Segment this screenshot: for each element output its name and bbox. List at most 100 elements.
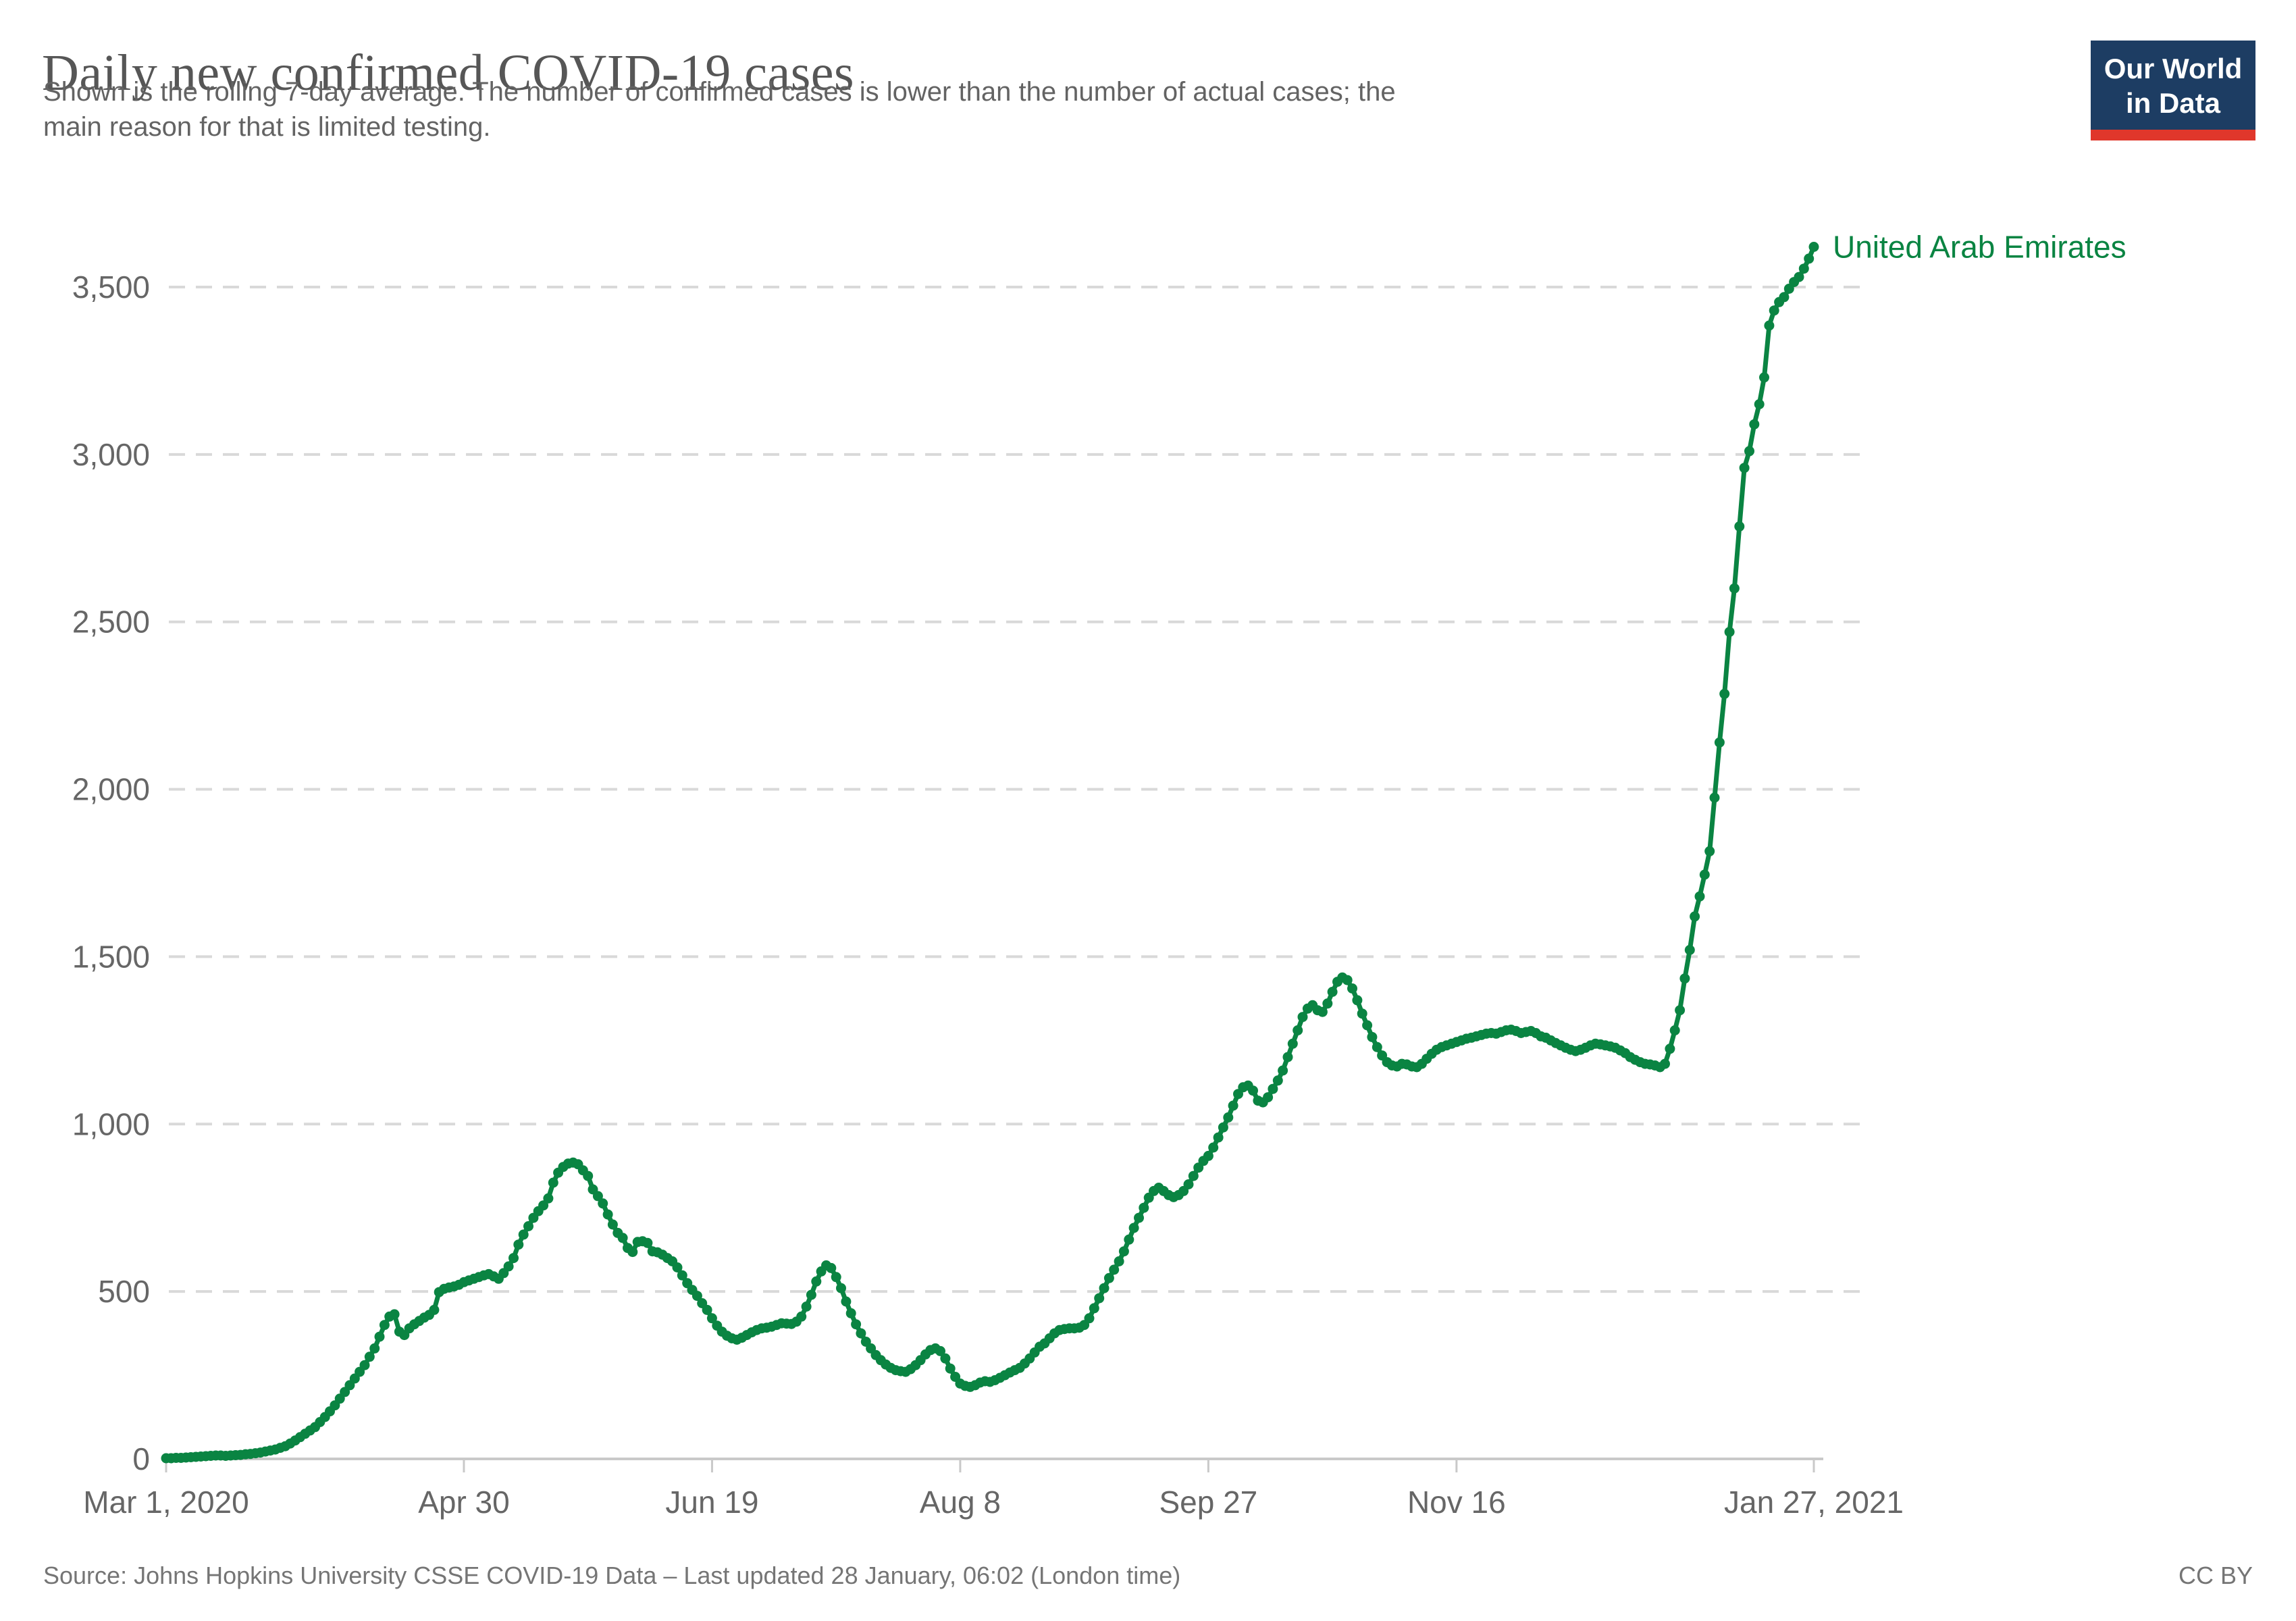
data-point[interactable] bbox=[836, 1283, 846, 1293]
data-point[interactable] bbox=[374, 1331, 385, 1342]
data-point[interactable] bbox=[1794, 272, 1804, 282]
data-point[interactable] bbox=[1669, 1025, 1680, 1035]
data-point[interactable] bbox=[1357, 1008, 1367, 1019]
data-point[interactable] bbox=[1134, 1212, 1144, 1223]
data-point[interactable] bbox=[1694, 891, 1705, 902]
data-point[interactable] bbox=[364, 1352, 375, 1362]
data-point[interactable] bbox=[592, 1191, 603, 1202]
data-point[interactable] bbox=[672, 1262, 683, 1272]
data-point[interactable] bbox=[1248, 1085, 1258, 1096]
data-point[interactable] bbox=[1342, 975, 1353, 985]
data-point[interactable] bbox=[856, 1328, 866, 1339]
data-point[interactable] bbox=[1734, 521, 1745, 532]
data-point[interactable] bbox=[1263, 1092, 1274, 1103]
data-point[interactable] bbox=[1208, 1142, 1219, 1153]
data-point[interactable] bbox=[1188, 1170, 1199, 1181]
data-point[interactable] bbox=[548, 1177, 558, 1188]
data-point[interactable] bbox=[1293, 1025, 1303, 1035]
data-point[interactable] bbox=[1128, 1223, 1139, 1233]
data-point[interactable] bbox=[1367, 1031, 1378, 1042]
data-point[interactable] bbox=[518, 1229, 529, 1240]
data-point[interactable] bbox=[583, 1170, 594, 1181]
data-point[interactable] bbox=[1183, 1179, 1194, 1189]
data-point[interactable] bbox=[1268, 1083, 1278, 1094]
line-series[interactable] bbox=[163, 245, 1817, 1461]
data-point[interactable] bbox=[359, 1360, 370, 1370]
data-point[interactable] bbox=[1203, 1150, 1214, 1161]
data-point[interactable] bbox=[617, 1233, 628, 1243]
data-point[interactable] bbox=[801, 1302, 812, 1312]
data-point[interactable] bbox=[706, 1313, 717, 1324]
data-point[interactable] bbox=[1317, 1006, 1328, 1017]
data-point[interactable] bbox=[1109, 1264, 1120, 1275]
data-point[interactable] bbox=[940, 1353, 951, 1364]
data-point[interactable] bbox=[796, 1311, 807, 1322]
data-point[interactable] bbox=[1213, 1132, 1224, 1143]
data-point[interactable] bbox=[1347, 983, 1357, 994]
data-point[interactable] bbox=[513, 1239, 524, 1250]
data-point[interactable] bbox=[1372, 1041, 1382, 1052]
data-point[interactable] bbox=[826, 1262, 837, 1273]
data-point[interactable] bbox=[1808, 242, 1819, 252]
data-point[interactable] bbox=[1272, 1075, 1283, 1086]
data-point[interactable] bbox=[1754, 399, 1765, 409]
data-point[interactable] bbox=[1744, 446, 1754, 457]
data-point[interactable] bbox=[1759, 372, 1769, 383]
data-point[interactable] bbox=[543, 1193, 554, 1204]
data-point[interactable] bbox=[935, 1345, 945, 1356]
data-point[interactable] bbox=[1704, 846, 1715, 856]
data-point[interactable] bbox=[1709, 792, 1720, 803]
data-point[interactable] bbox=[503, 1261, 514, 1272]
data-point[interactable] bbox=[642, 1237, 653, 1248]
data-point[interactable] bbox=[1322, 998, 1333, 1009]
data-point[interactable] bbox=[1089, 1303, 1099, 1314]
data-point[interactable] bbox=[1362, 1020, 1373, 1031]
data-point[interactable] bbox=[389, 1309, 400, 1320]
data-point[interactable] bbox=[508, 1253, 519, 1264]
data-point[interactable] bbox=[1729, 583, 1740, 594]
data-point[interactable] bbox=[1719, 688, 1730, 699]
data-point[interactable] bbox=[1228, 1100, 1238, 1111]
data-point[interactable] bbox=[1769, 305, 1779, 316]
data-point[interactable] bbox=[1099, 1283, 1110, 1293]
data-point[interactable] bbox=[607, 1219, 618, 1230]
data-point[interactable] bbox=[379, 1320, 390, 1331]
data-point[interactable] bbox=[523, 1221, 533, 1231]
data-point[interactable] bbox=[811, 1276, 822, 1287]
data-point[interactable] bbox=[806, 1289, 816, 1300]
data-point[interactable] bbox=[538, 1200, 549, 1211]
data-point[interactable] bbox=[1739, 463, 1750, 473]
data-point[interactable] bbox=[1764, 320, 1775, 331]
data-point[interactable] bbox=[1660, 1058, 1670, 1069]
data-point[interactable] bbox=[1352, 995, 1363, 1006]
data-point[interactable] bbox=[1327, 987, 1338, 997]
data-point[interactable] bbox=[369, 1343, 380, 1354]
data-point[interactable] bbox=[841, 1296, 852, 1307]
data-point[interactable] bbox=[1084, 1313, 1095, 1324]
data-point[interactable] bbox=[1724, 627, 1735, 638]
data-point[interactable] bbox=[1690, 911, 1700, 922]
data-point[interactable] bbox=[1218, 1122, 1228, 1133]
data-point[interactable] bbox=[1124, 1234, 1134, 1245]
license-badge[interactable]: CC BY bbox=[2178, 1562, 2253, 1589]
data-point[interactable] bbox=[1779, 292, 1790, 303]
data-point[interactable] bbox=[627, 1247, 638, 1258]
data-point[interactable] bbox=[1798, 263, 1809, 274]
data-point[interactable] bbox=[1094, 1293, 1105, 1304]
data-point[interactable] bbox=[1139, 1202, 1149, 1213]
data-point[interactable] bbox=[1297, 1012, 1308, 1023]
data-point[interactable] bbox=[1679, 973, 1690, 984]
data-point[interactable] bbox=[598, 1198, 608, 1209]
data-point[interactable] bbox=[1287, 1038, 1298, 1049]
data-point[interactable] bbox=[851, 1319, 862, 1330]
data-point[interactable] bbox=[692, 1291, 702, 1302]
data-point[interactable] bbox=[845, 1308, 856, 1318]
data-point[interactable] bbox=[702, 1304, 712, 1315]
data-point[interactable] bbox=[677, 1270, 687, 1281]
data-point[interactable] bbox=[429, 1304, 440, 1315]
data-point[interactable] bbox=[1675, 1005, 1686, 1016]
data-point[interactable] bbox=[1749, 419, 1760, 430]
data-point[interactable] bbox=[602, 1209, 613, 1220]
data-point[interactable] bbox=[945, 1363, 956, 1374]
